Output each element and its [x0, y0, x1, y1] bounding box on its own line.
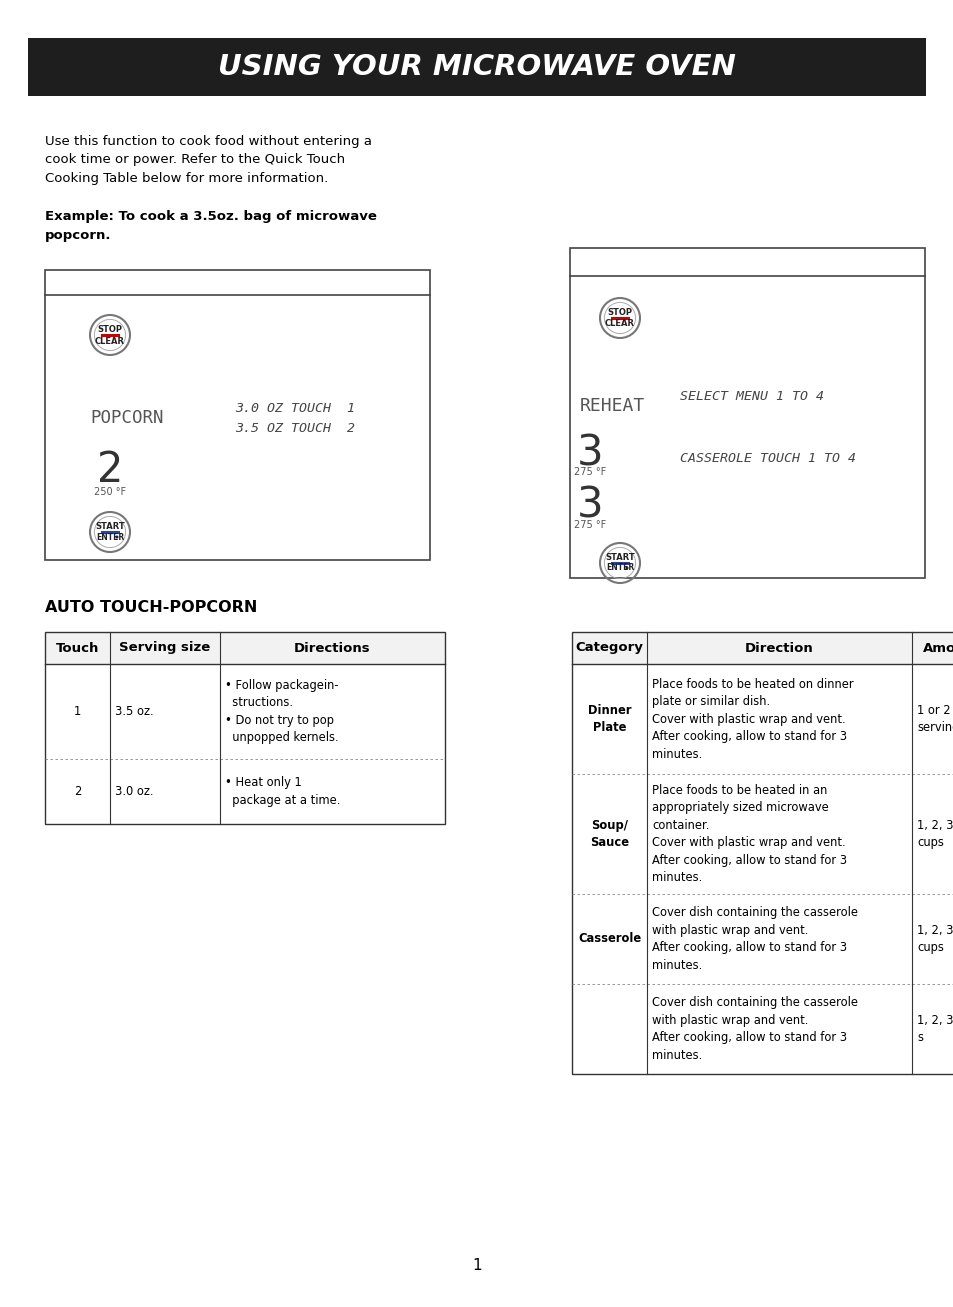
Text: 3.5 OZ TOUCH  2: 3.5 OZ TOUCH 2 [234, 421, 355, 434]
Text: 2: 2 [73, 786, 81, 799]
Text: 1: 1 [472, 1257, 481, 1273]
Bar [110, 633, 220, 664]
Circle shape [115, 536, 118, 538]
Bar [45, 271, 430, 295]
Text: CLEAR: CLEAR [95, 336, 125, 345]
Text: SELECT MENU 1 TO 4: SELECT MENU 1 TO 4 [679, 389, 823, 403]
Text: 250 °F: 250 °F [93, 488, 126, 497]
Text: REHEAT: REHEAT [579, 397, 644, 416]
Bar [45, 271, 430, 559]
Bar [45, 633, 444, 823]
Bar [646, 633, 911, 664]
Text: STOP: STOP [607, 308, 632, 318]
Bar [569, 248, 924, 276]
Text: • Follow packagein-
  structions.
• Do not try to pop
  unpopped kernels.: • Follow packagein- structions. • Do not… [225, 678, 338, 744]
Text: CLEAR: CLEAR [604, 319, 635, 328]
Text: 3.0 oz.: 3.0 oz. [115, 786, 153, 799]
Text: Casserole: Casserole [578, 932, 640, 945]
Text: 3.5 oz.: 3.5 oz. [115, 704, 153, 718]
Text: ENTER: ENTER [95, 532, 124, 541]
Text: 1 or 2
servings: 1 or 2 servings [916, 703, 953, 735]
Bar [220, 633, 444, 664]
Text: 1, 2, 3 or 4
cups: 1, 2, 3 or 4 cups [916, 818, 953, 850]
Text: Place foods to be heated on dinner
plate or similar dish.
Cover with plastic wra: Place foods to be heated on dinner plate… [651, 677, 853, 761]
Text: 275 °F: 275 °F [574, 520, 605, 531]
Text: 3: 3 [576, 433, 602, 474]
Text: 1, 2, 3 or 4
s: 1, 2, 3 or 4 s [916, 1014, 953, 1044]
Bar [28, 38, 925, 95]
Text: Amount: Amount [922, 642, 953, 655]
Text: USING YOUR MICROWAVE OVEN: USING YOUR MICROWAVE OVEN [218, 54, 735, 81]
Bar [569, 248, 924, 578]
Text: CASSEROLE TOUCH 1 TO 4: CASSEROLE TOUCH 1 TO 4 [679, 451, 855, 464]
Text: START: START [95, 521, 125, 531]
Text: 1, 2, 3 or 4
cups: 1, 2, 3 or 4 cups [916, 924, 953, 954]
Bar [45, 633, 110, 664]
Text: Cover dish containing the casserole
with plastic wrap and vent.
After cooking, a: Cover dish containing the casserole with… [651, 996, 857, 1061]
Text: POPCORN: POPCORN [90, 409, 163, 427]
Text: AUTO TOUCH-POPCORN: AUTO TOUCH-POPCORN [45, 600, 257, 616]
Bar [572, 633, 953, 1074]
Text: 3.0 OZ TOUCH  1: 3.0 OZ TOUCH 1 [234, 401, 355, 414]
Text: Soup/
Sauce: Soup/ Sauce [589, 818, 628, 850]
Text: Cover dish containing the casserole
with plastic wrap and vent.
After cooking, a: Cover dish containing the casserole with… [651, 906, 857, 971]
Text: Direction: Direction [744, 642, 813, 655]
Text: 275 °F: 275 °F [574, 467, 605, 477]
Text: Category: Category [575, 642, 642, 655]
Text: ENTER: ENTER [605, 563, 634, 572]
Text: 2: 2 [96, 450, 123, 491]
Text: Directions: Directions [294, 642, 371, 655]
Text: START: START [604, 553, 634, 562]
Text: Use this function to cook food without entering a
cook time or power. Refer to t: Use this function to cook food without e… [45, 135, 372, 186]
Bar [572, 633, 646, 664]
Text: Example: To cook a 3.5oz. bag of microwave
popcorn.: Example: To cook a 3.5oz. bag of microwa… [45, 210, 376, 242]
Bar [911, 633, 953, 664]
Text: 3: 3 [576, 485, 602, 527]
Text: Place foods to be heated in an
appropriately sized microwave
container.
Cover wi: Place foods to be heated in an appropria… [651, 784, 846, 885]
Text: • Heat only 1
  package at a time.: • Heat only 1 package at a time. [225, 776, 340, 806]
Text: Dinner
Plate: Dinner Plate [587, 703, 631, 735]
Text: 1: 1 [73, 704, 81, 718]
Text: Serving size: Serving size [119, 642, 211, 655]
Circle shape [625, 566, 628, 570]
Text: Touch: Touch [56, 642, 99, 655]
Text: STOP: STOP [97, 325, 122, 335]
